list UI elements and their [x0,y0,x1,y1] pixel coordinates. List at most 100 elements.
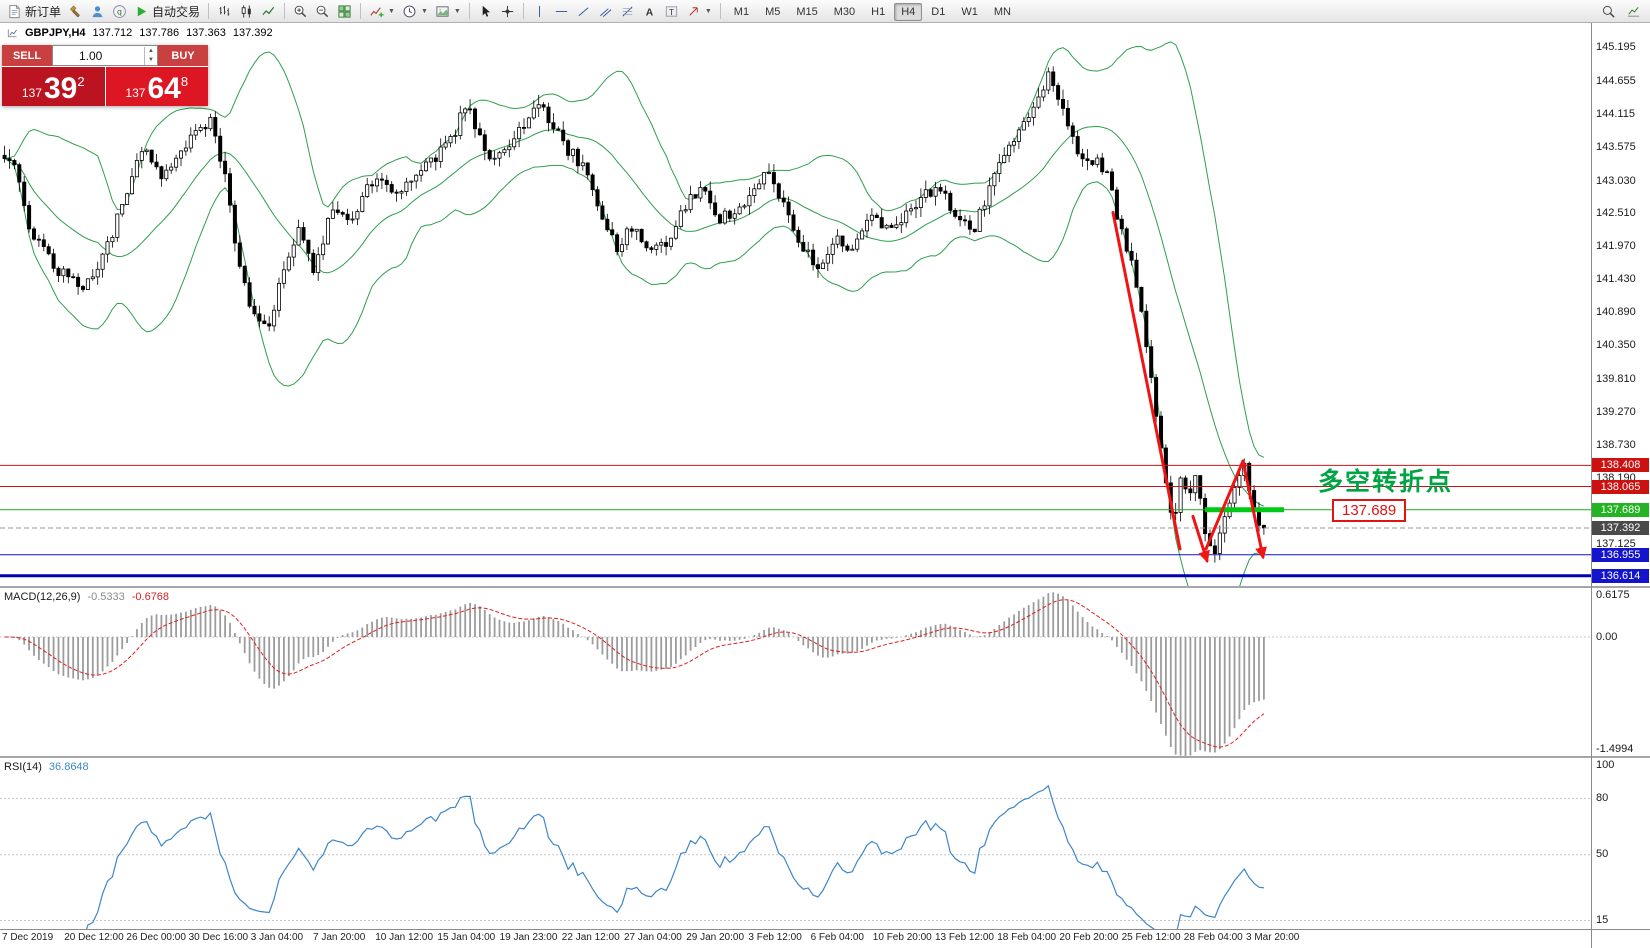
macd-axis-label: -1.4994 [1596,743,1634,755]
crosshair-button[interactable] [497,1,518,21]
profile-button[interactable] [87,1,108,21]
toolbar-separator [360,3,362,19]
text-label-icon: T [665,5,677,16]
time-axis-border [0,929,1650,930]
time-axis-label: 10 Jan 12:00 [375,932,434,943]
buy-button[interactable]: BUY [158,45,208,66]
sell-button[interactable]: SELL [2,45,52,66]
timeframe-d1-button[interactable]: D1 [931,6,946,18]
timeframe-mn-button[interactable]: MN [993,6,1011,18]
clock-icon [403,5,416,17]
zoom-out-icon [316,5,329,17]
arrows-button[interactable]: ▼ [683,1,715,21]
toolbar-separator [719,3,721,19]
line-chart-icon [262,6,275,15]
line-chart-button[interactable] [258,1,279,21]
rsi-label: RSI(14) 36.8648 [4,761,89,773]
timeframe-m15-button[interactable]: M15 [796,6,818,18]
tools-button[interactable] [65,1,86,21]
channel-button[interactable] [595,1,616,21]
time-axis-label: 22 Jan 12:00 [561,932,620,943]
main-price-chart[interactable] [0,23,1591,586]
timeframe-group: M1 M5 M15 M30 H1 H4 D1 W1 MN [726,2,1019,21]
price-axis-tick: 141.430 [1596,273,1636,286]
price-axis-tick: 144.655 [1596,74,1636,87]
time-axis-label: 13 Feb 12:00 [935,932,994,943]
panel-separator[interactable] [0,756,1650,758]
timeframe-m5-button[interactable]: M5 [765,6,781,18]
bar-chart-button[interactable] [214,1,235,21]
timeframe-h1-button[interactable]: H1 [871,6,886,18]
time-axis-label: 30 Dec 16:00 [188,932,249,943]
panel-separator[interactable] [0,586,1650,588]
price-axis-badge: 136.955 [1592,547,1649,562]
timeframe-h4-button[interactable]: H4 [894,3,923,21]
template-icon [436,5,449,17]
timeframe-m30-button[interactable]: M30 [833,6,856,18]
toolbar-separator [208,3,210,19]
chevron-down-icon: ▼ [453,7,461,15]
quote-high: 137.786 [139,27,180,39]
vertical-line-icon [538,5,540,17]
time-axis-label: 3 Mar 20:00 [1246,932,1300,943]
channel-icon [599,7,612,17]
one-click-trading-panel: SELL 1.00 ▲ ▼ BUY 137 39 2 137 64 8 [2,45,208,106]
candlestick-button[interactable] [236,1,257,21]
horizontal-line-button[interactable] [551,1,572,21]
search-button[interactable] [1598,1,1619,21]
toolbar-right-group [1598,1,1646,21]
autotrading-button[interactable]: 自动交易 [131,1,203,21]
text-label-button[interactable]: T [661,1,682,21]
periods-button[interactable]: ▼ [399,1,431,21]
buy-price-display[interactable]: 137 64 8 [105,67,208,106]
rsi-indicator-panel[interactable] [0,758,1591,929]
sell-price-prefix: 137 [21,86,42,100]
timeframe-w1-button[interactable]: W1 [961,6,978,18]
toolbar-separator [284,3,286,19]
tile-windows-button[interactable] [334,1,355,21]
volume-spinner[interactable]: ▲ ▼ [144,46,157,65]
buy-price-pip: 8 [180,74,189,89]
trendline-button[interactable] [573,1,594,21]
fibonacci-button[interactable] [617,1,638,21]
text-button[interactable]: A [639,1,660,21]
templates-button[interactable]: ▼ [432,1,464,21]
search-icon [1602,5,1615,18]
price-axis-tick: 139.270 [1596,405,1636,418]
quote-header: GBPJPY,H4 137.712 137.786 137.363 137.39… [6,27,273,39]
price-axis-tick: 145.195 [1596,41,1636,54]
vertical-line-button[interactable] [529,1,550,21]
tile-windows-icon [338,4,351,18]
time-axis-label: 3 Jan 04:00 [250,932,304,943]
macd-label: MACD(12,26,9) -0.5333 -0.6768 [4,591,169,603]
price-axis-tick: 141.970 [1596,239,1636,252]
macd-axis-label: 0.6175 [1596,589,1630,601]
macd-main-value: -0.5333 [87,591,125,603]
quotes-button[interactable]: q [109,1,130,21]
new-order-button[interactable]: 新订单 [4,1,64,21]
zoom-out-button[interactable] [312,1,333,21]
cursor-button[interactable] [475,1,496,21]
new-order-label: 新订单 [25,4,62,19]
text-icon: A [646,7,654,18]
new-order-icon [9,4,20,18]
user-icon [92,5,103,17]
price-axis-tick: 140.890 [1596,306,1636,319]
indicators-button[interactable]: ▼ [366,1,398,21]
timeframe-m1-button[interactable]: M1 [733,6,750,18]
chart-forward-button[interactable] [1623,1,1644,21]
spinner-down-icon[interactable]: ▼ [148,56,154,63]
chevron-down-icon: ▼ [388,7,395,15]
arrow-icon [689,6,698,16]
macd-indicator-panel[interactable] [0,588,1591,756]
price-axis-tick: 144.115 [1596,107,1635,120]
time-axis-label: 6 Feb 04:00 [810,932,864,943]
horizontal-line-icon [555,10,567,12]
volume-input[interactable]: 1.00 ▲ ▼ [52,45,158,66]
zoom-in-button[interactable] [290,1,311,21]
spinner-up-icon[interactable]: ▲ [148,47,154,54]
volume-value: 1.00 [79,48,103,63]
sell-price-display[interactable]: 137 39 2 [2,67,105,106]
svg-text:T: T [669,6,674,16]
